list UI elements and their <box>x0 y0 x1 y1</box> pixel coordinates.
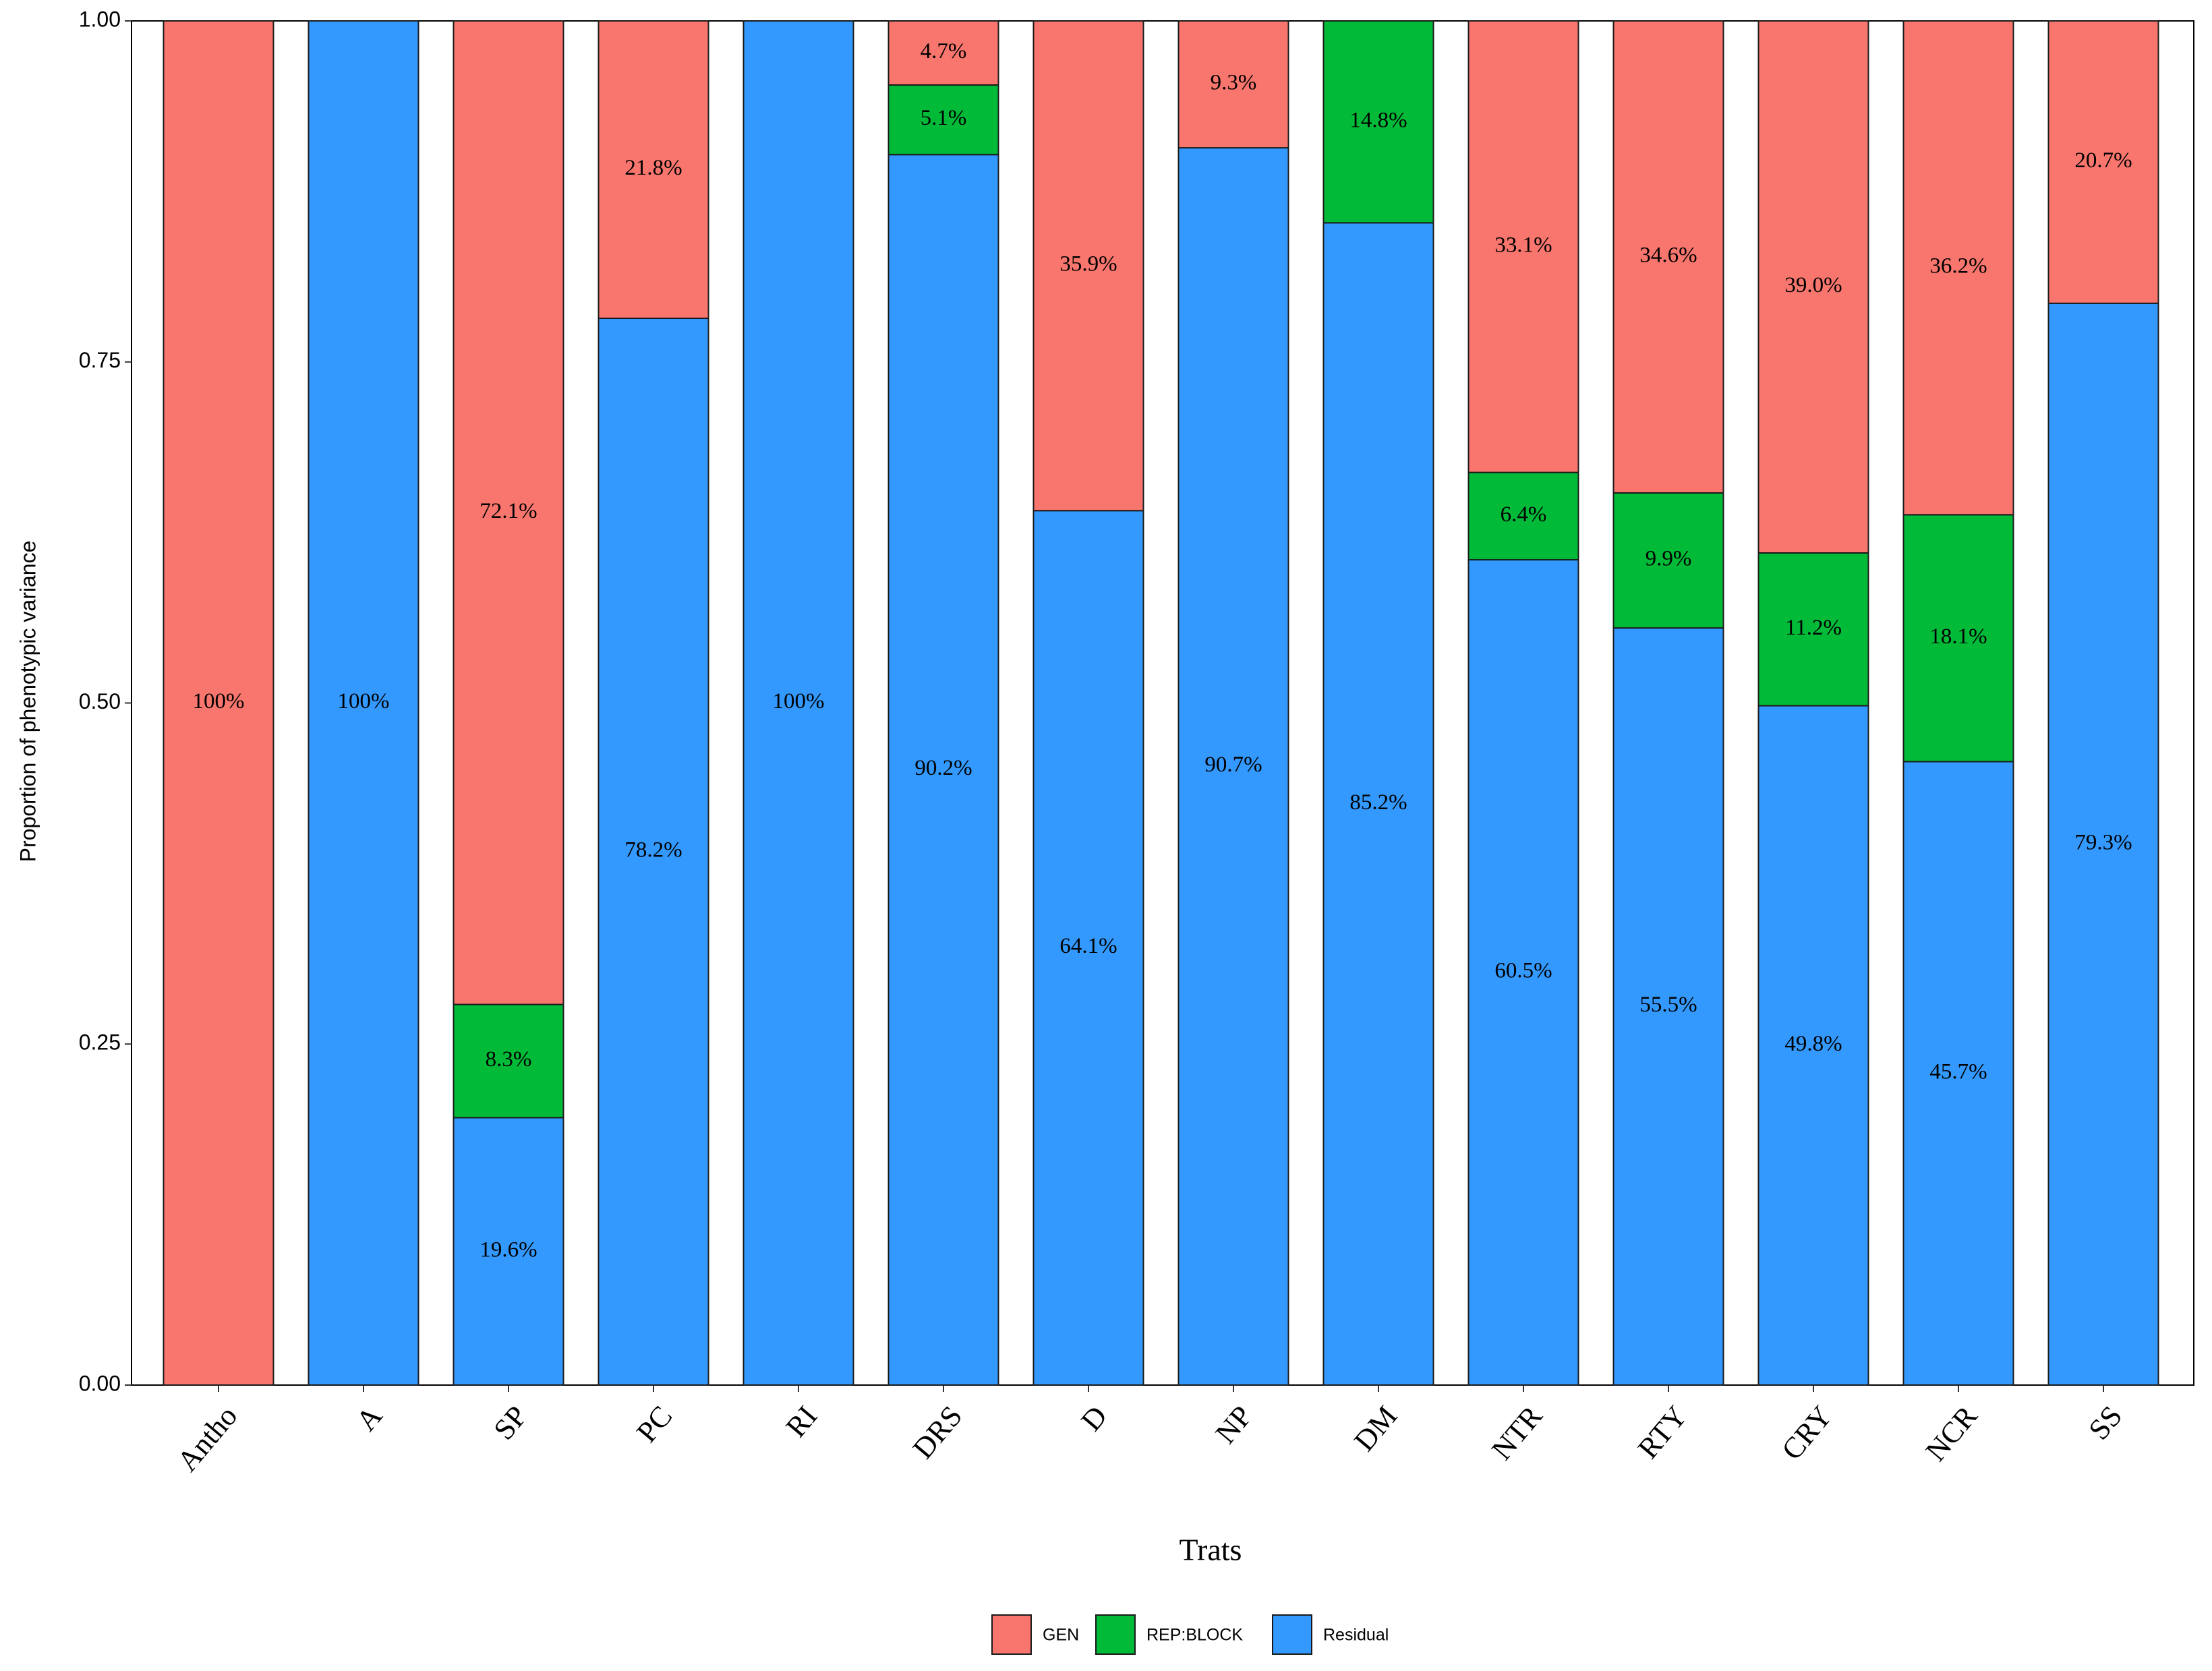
bar-segment <box>1322 222 1434 1386</box>
legend-label: GEN <box>1043 1626 1079 1645</box>
y-tick-label: 0.25 <box>79 1030 121 1055</box>
bar-segment <box>1902 20 2014 516</box>
bar-segment <box>887 154 999 1386</box>
y-tick-label: 0.00 <box>79 1371 121 1395</box>
bar-segment <box>598 20 709 320</box>
bar-segment <box>1467 20 1579 473</box>
data-label: 60.5% <box>1494 959 1552 983</box>
x-tick-label: CRY <box>1775 1399 1838 1466</box>
y-tick-label: 0.50 <box>79 689 121 713</box>
data-label: 100% <box>338 689 390 713</box>
x-tick-label: RTY <box>1631 1399 1693 1465</box>
legend-label: REP:BLOCK <box>1146 1626 1243 1645</box>
bar-segment <box>2047 20 2159 304</box>
bar-segment <box>1032 510 1144 1386</box>
x-tick-label: PC <box>630 1399 678 1448</box>
data-label: 19.6% <box>479 1237 537 1262</box>
data-label: 55.5% <box>1639 993 1697 1017</box>
data-label: 11.2% <box>1785 616 1842 640</box>
data-label: 78.2% <box>624 838 682 862</box>
data-label: 45.7% <box>1929 1059 1987 1084</box>
data-label: 90.2% <box>914 756 972 780</box>
legend-label: Residual <box>1323 1626 1389 1645</box>
legend-key <box>991 1614 1032 1655</box>
data-label: 5.1% <box>921 106 967 130</box>
data-label: 9.9% <box>1646 547 1692 571</box>
data-label: 34.6% <box>1639 243 1697 268</box>
data-label: 21.8% <box>624 156 682 180</box>
data-label: 18.1% <box>1929 624 1987 649</box>
bar-segment <box>1757 20 1869 554</box>
data-label: 35.9% <box>1059 252 1117 276</box>
bar-segment <box>1612 20 1724 494</box>
x-tick-label: NCR <box>1919 1399 1984 1467</box>
data-label: 64.1% <box>1059 934 1117 958</box>
data-label: 85.2% <box>1349 790 1407 815</box>
x-axis-title: Trats <box>1180 1533 1242 1567</box>
bar-segment <box>743 20 854 1386</box>
data-label: 90.7% <box>1204 753 1262 777</box>
data-label: 72.1% <box>479 499 537 523</box>
y-axis-title: Proportion of phenotypic variance <box>16 541 40 862</box>
bar-segment <box>308 20 419 1386</box>
x-tick-label: A <box>349 1399 388 1437</box>
bar-segment <box>453 1117 564 1386</box>
bar-segment <box>453 1003 564 1119</box>
bar-segment <box>1757 705 1869 1386</box>
data-label: 14.8% <box>1349 108 1407 132</box>
data-label: 33.1% <box>1494 233 1552 257</box>
data-label: 4.7% <box>921 39 967 63</box>
y-tick-label: 1.00 <box>79 7 121 31</box>
data-label: 100% <box>193 689 245 713</box>
x-tick-label: DRS <box>906 1399 969 1465</box>
bar-segment <box>1902 514 2014 763</box>
data-label: 36.2% <box>1929 254 1987 278</box>
bar-segment <box>1322 20 1434 224</box>
bar-segment <box>1467 471 1579 561</box>
bar-segment <box>1177 147 1289 1386</box>
bar-segment <box>598 318 709 1386</box>
bar-segment <box>1177 20 1289 149</box>
bar-segment <box>1902 761 2014 1386</box>
x-tick-label: NP <box>1209 1399 1259 1450</box>
data-label: 8.3% <box>486 1047 532 1072</box>
x-tick-label: DM <box>1347 1399 1403 1457</box>
bar-segment <box>1757 552 1869 707</box>
bar-segment <box>887 20 999 86</box>
x-tick-label: SS <box>2082 1399 2128 1446</box>
x-tick-label: SP <box>487 1399 533 1446</box>
bar-segment <box>887 84 999 156</box>
bar-segment <box>1032 20 1144 512</box>
data-label: 49.8% <box>1784 1032 1842 1056</box>
x-tick-label: NTR <box>1485 1399 1549 1466</box>
bar-segment <box>1467 559 1579 1386</box>
bar-segment <box>453 20 564 1005</box>
y-tick-label: 0.75 <box>79 348 121 372</box>
data-label: 9.3% <box>1211 71 1257 95</box>
legend-key <box>1272 1614 1312 1655</box>
data-label: 6.4% <box>1501 502 1547 527</box>
bar-segment <box>1612 492 1724 629</box>
legend-key <box>1095 1614 1136 1655</box>
data-label: 20.7% <box>2074 148 2132 173</box>
data-label: 39.0% <box>1784 273 1842 297</box>
x-tick-label: D <box>1074 1399 1113 1437</box>
plot-frame <box>131 20 2194 1386</box>
bar-segment <box>1612 627 1724 1386</box>
data-label: 79.3% <box>2074 830 2132 854</box>
x-tick-label: Antho <box>171 1399 243 1477</box>
data-label: 100% <box>773 689 825 713</box>
bar-segment <box>163 20 274 1386</box>
x-tick-label: RI <box>780 1399 824 1443</box>
